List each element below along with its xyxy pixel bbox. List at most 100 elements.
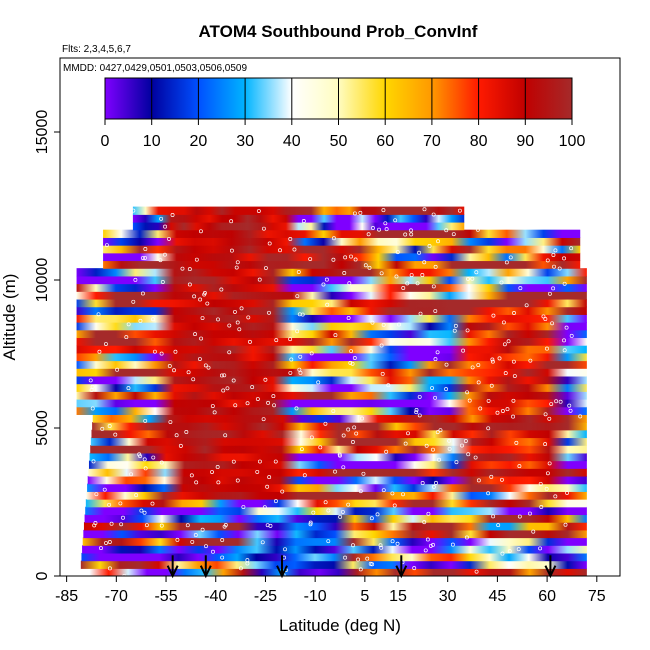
- sample-point: [225, 386, 230, 391]
- heat-row: [132, 206, 465, 215]
- sample-point: [212, 410, 217, 415]
- sample-point: [433, 395, 438, 400]
- heat-row: [91, 429, 587, 439]
- sample-point: [239, 306, 244, 311]
- sample-point: [547, 461, 552, 466]
- sample-point: [341, 465, 346, 470]
- sample-point: [99, 546, 103, 551]
- sample-point: [159, 460, 164, 465]
- heat-row: [76, 360, 587, 369]
- sample-point: [554, 399, 559, 404]
- sample-point: [325, 302, 330, 307]
- sample-point: [475, 227, 480, 232]
- sample-point: [223, 523, 228, 527]
- sample-point: [543, 317, 548, 321]
- sample-point: [184, 429, 189, 434]
- y-tick-label: 5000: [34, 410, 51, 446]
- heat-row: [76, 283, 587, 292]
- sample-point: [358, 210, 363, 215]
- sample-point: [403, 232, 408, 237]
- sample-point: [569, 333, 574, 338]
- x-tick-label: 60: [538, 588, 556, 605]
- sample-point: [375, 512, 380, 517]
- x-tick-label: 30: [439, 588, 457, 605]
- sample-point: [365, 556, 370, 561]
- sample-point: [390, 491, 395, 496]
- sample-point: [139, 508, 144, 513]
- sample-point: [412, 566, 417, 571]
- sample-point: [414, 410, 419, 415]
- sample-point: [500, 409, 505, 413]
- sample-point: [489, 474, 494, 479]
- sample-point: [461, 348, 466, 353]
- sample-point: [131, 299, 136, 304]
- sample-point: [219, 287, 224, 292]
- sample-point: [465, 276, 470, 281]
- sample-point: [409, 232, 414, 237]
- sample-point: [262, 505, 267, 510]
- sample-point: [358, 489, 363, 494]
- sample-point: [92, 523, 97, 528]
- sample-point: [467, 398, 472, 403]
- sample-point: [168, 420, 173, 424]
- sample-point: [144, 523, 149, 528]
- sample-point: [97, 349, 102, 354]
- sample-point: [543, 412, 548, 417]
- sample-point: [393, 218, 398, 223]
- sample-point: [235, 320, 240, 325]
- sample-point: [255, 469, 260, 474]
- sample-point: [495, 410, 500, 415]
- sample-point: [511, 414, 515, 419]
- sample-point: [197, 357, 202, 361]
- sample-point: [427, 244, 432, 248]
- sample-point: [326, 508, 331, 513]
- heat-row: [103, 252, 581, 262]
- sample-point: [451, 232, 456, 237]
- sample-point: [172, 368, 176, 373]
- sample-point: [490, 359, 495, 364]
- sample-point: [187, 282, 192, 287]
- sample-point: [107, 540, 112, 544]
- colorbar-tick-label: 70: [423, 133, 441, 150]
- colorbar-tick-label: 100: [559, 133, 586, 150]
- sample-point: [104, 243, 109, 248]
- heat-row: [89, 568, 587, 576]
- sample-point: [497, 356, 502, 361]
- x-tick-label: -10: [304, 588, 327, 605]
- sample-point: [476, 478, 481, 483]
- sample-point: [118, 501, 123, 506]
- sample-point: [553, 248, 558, 253]
- sample-point: [96, 312, 101, 317]
- sample-point: [294, 406, 299, 411]
- sample-point: [351, 543, 355, 548]
- sample-point: [381, 208, 386, 213]
- sample-point: [331, 236, 336, 241]
- sample-point: [220, 538, 225, 542]
- sample-point: [337, 452, 342, 457]
- sample-point: [474, 270, 479, 275]
- sample-point: [568, 408, 573, 413]
- sample-point: [403, 441, 408, 446]
- sample-point: [465, 328, 470, 333]
- sample-point: [544, 486, 549, 491]
- sample-point: [545, 471, 550, 476]
- sample-point: [265, 484, 270, 489]
- sample-point: [167, 363, 172, 368]
- sample-point: [263, 377, 268, 382]
- x-tick-label: 75: [588, 588, 606, 605]
- sample-point: [170, 213, 175, 217]
- y-axis: 0 5000 10000 15000: [34, 110, 60, 580]
- sample-point: [211, 549, 215, 554]
- sample-point: [194, 257, 199, 262]
- sample-point: [470, 365, 475, 370]
- sample-point: [308, 522, 313, 527]
- y-tick-label: 15000: [34, 110, 51, 155]
- sample-point: [143, 418, 148, 423]
- sample-point: [506, 339, 511, 344]
- sample-point: [299, 447, 304, 452]
- sample-point: [516, 547, 521, 552]
- sample-point: [426, 511, 431, 516]
- sample-point: [486, 398, 491, 403]
- sample-point: [562, 281, 567, 286]
- sample-point: [425, 537, 430, 542]
